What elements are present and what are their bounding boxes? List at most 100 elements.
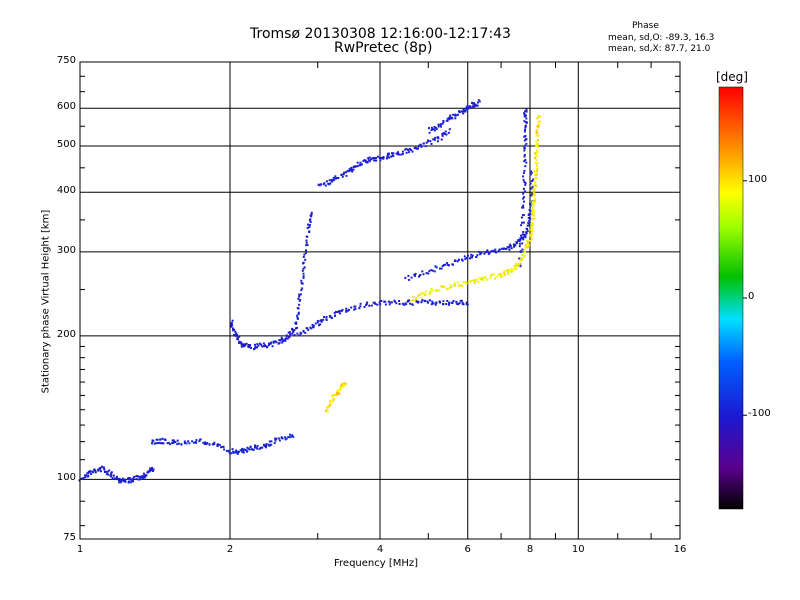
data-point	[530, 235, 533, 238]
data-point	[524, 244, 527, 247]
data-point	[407, 148, 410, 151]
data-point	[475, 104, 477, 107]
data-point	[277, 437, 280, 440]
data-point	[373, 157, 375, 159]
y-tick-label: 200	[56, 328, 76, 340]
data-point	[241, 447, 244, 450]
data-point	[132, 480, 135, 483]
data-point	[473, 105, 476, 108]
data-point	[498, 248, 501, 251]
data-point	[310, 327, 313, 330]
data-point	[292, 331, 295, 333]
data-point	[444, 130, 447, 133]
data-point	[297, 313, 300, 316]
data-point	[442, 303, 444, 306]
data-point	[172, 440, 175, 443]
data-point	[521, 233, 524, 236]
data-point	[143, 475, 146, 478]
data-point	[446, 262, 449, 264]
data-point	[143, 474, 146, 476]
data-point	[294, 322, 297, 325]
data-point	[273, 442, 276, 444]
data-point	[354, 165, 357, 168]
data-point	[291, 332, 294, 335]
data-point	[531, 193, 534, 195]
data-point	[110, 474, 113, 477]
data-point	[289, 433, 291, 436]
data-point	[533, 211, 536, 214]
data-point	[467, 280, 470, 283]
data-point	[325, 316, 328, 318]
data-point	[415, 147, 418, 150]
data-point	[236, 337, 239, 340]
data-point	[455, 301, 458, 304]
data-point	[448, 287, 451, 290]
colorbar-tick-label: 100	[748, 173, 768, 185]
data-point	[117, 479, 120, 482]
data-point	[311, 323, 314, 326]
data-point	[473, 103, 476, 106]
data-point	[213, 441, 216, 444]
data-point	[463, 281, 466, 284]
data-point	[319, 183, 322, 186]
data-point	[152, 468, 155, 471]
colorbar-label: [deg]	[716, 70, 748, 84]
data-point	[354, 307, 357, 310]
data-point	[234, 334, 237, 337]
data-point	[522, 192, 525, 195]
data-point	[422, 273, 425, 276]
data-point	[176, 443, 179, 446]
data-point	[325, 409, 328, 412]
data-point	[529, 212, 532, 215]
data-point	[537, 134, 540, 137]
data-point	[531, 214, 534, 217]
data-point	[524, 245, 527, 248]
grid-lines	[80, 62, 747, 539]
data-point	[408, 147, 411, 150]
data-point	[232, 327, 234, 330]
data-point	[527, 246, 530, 248]
data-point	[359, 161, 362, 164]
data-point	[333, 311, 336, 314]
data-point	[519, 265, 522, 268]
data-point	[524, 183, 527, 186]
data-point	[480, 278, 483, 281]
data-point	[395, 302, 398, 305]
data-point	[522, 175, 525, 178]
data-point	[156, 442, 159, 445]
x-tick-label: 8	[526, 544, 534, 555]
data-point	[529, 233, 532, 236]
data-point	[532, 206, 535, 209]
data-point	[81, 477, 83, 480]
data-point	[437, 123, 440, 126]
data-point	[524, 126, 527, 129]
data-point	[349, 169, 352, 172]
data-point	[208, 443, 211, 446]
data-point	[296, 316, 299, 319]
data-point	[525, 108, 528, 111]
data-point	[308, 226, 311, 228]
data-point	[246, 450, 249, 453]
data-point	[328, 405, 331, 408]
data-point	[350, 168, 353, 171]
data-point	[535, 149, 538, 152]
data-point	[270, 443, 273, 446]
data-point	[370, 158, 373, 161]
data-point	[497, 273, 500, 276]
data-point	[106, 473, 108, 476]
data-point	[386, 156, 389, 159]
data-point	[397, 151, 400, 154]
data-point	[317, 183, 320, 186]
data-point	[461, 301, 464, 304]
data-point	[387, 300, 390, 303]
data-point	[302, 267, 305, 270]
data-point	[306, 227, 309, 229]
data-point	[486, 278, 489, 281]
data-point	[523, 155, 526, 158]
data-point	[328, 179, 331, 182]
data-point	[106, 470, 109, 473]
data-point	[300, 279, 303, 282]
data-point	[291, 328, 293, 330]
data-point	[449, 114, 452, 117]
data-point	[531, 233, 534, 236]
